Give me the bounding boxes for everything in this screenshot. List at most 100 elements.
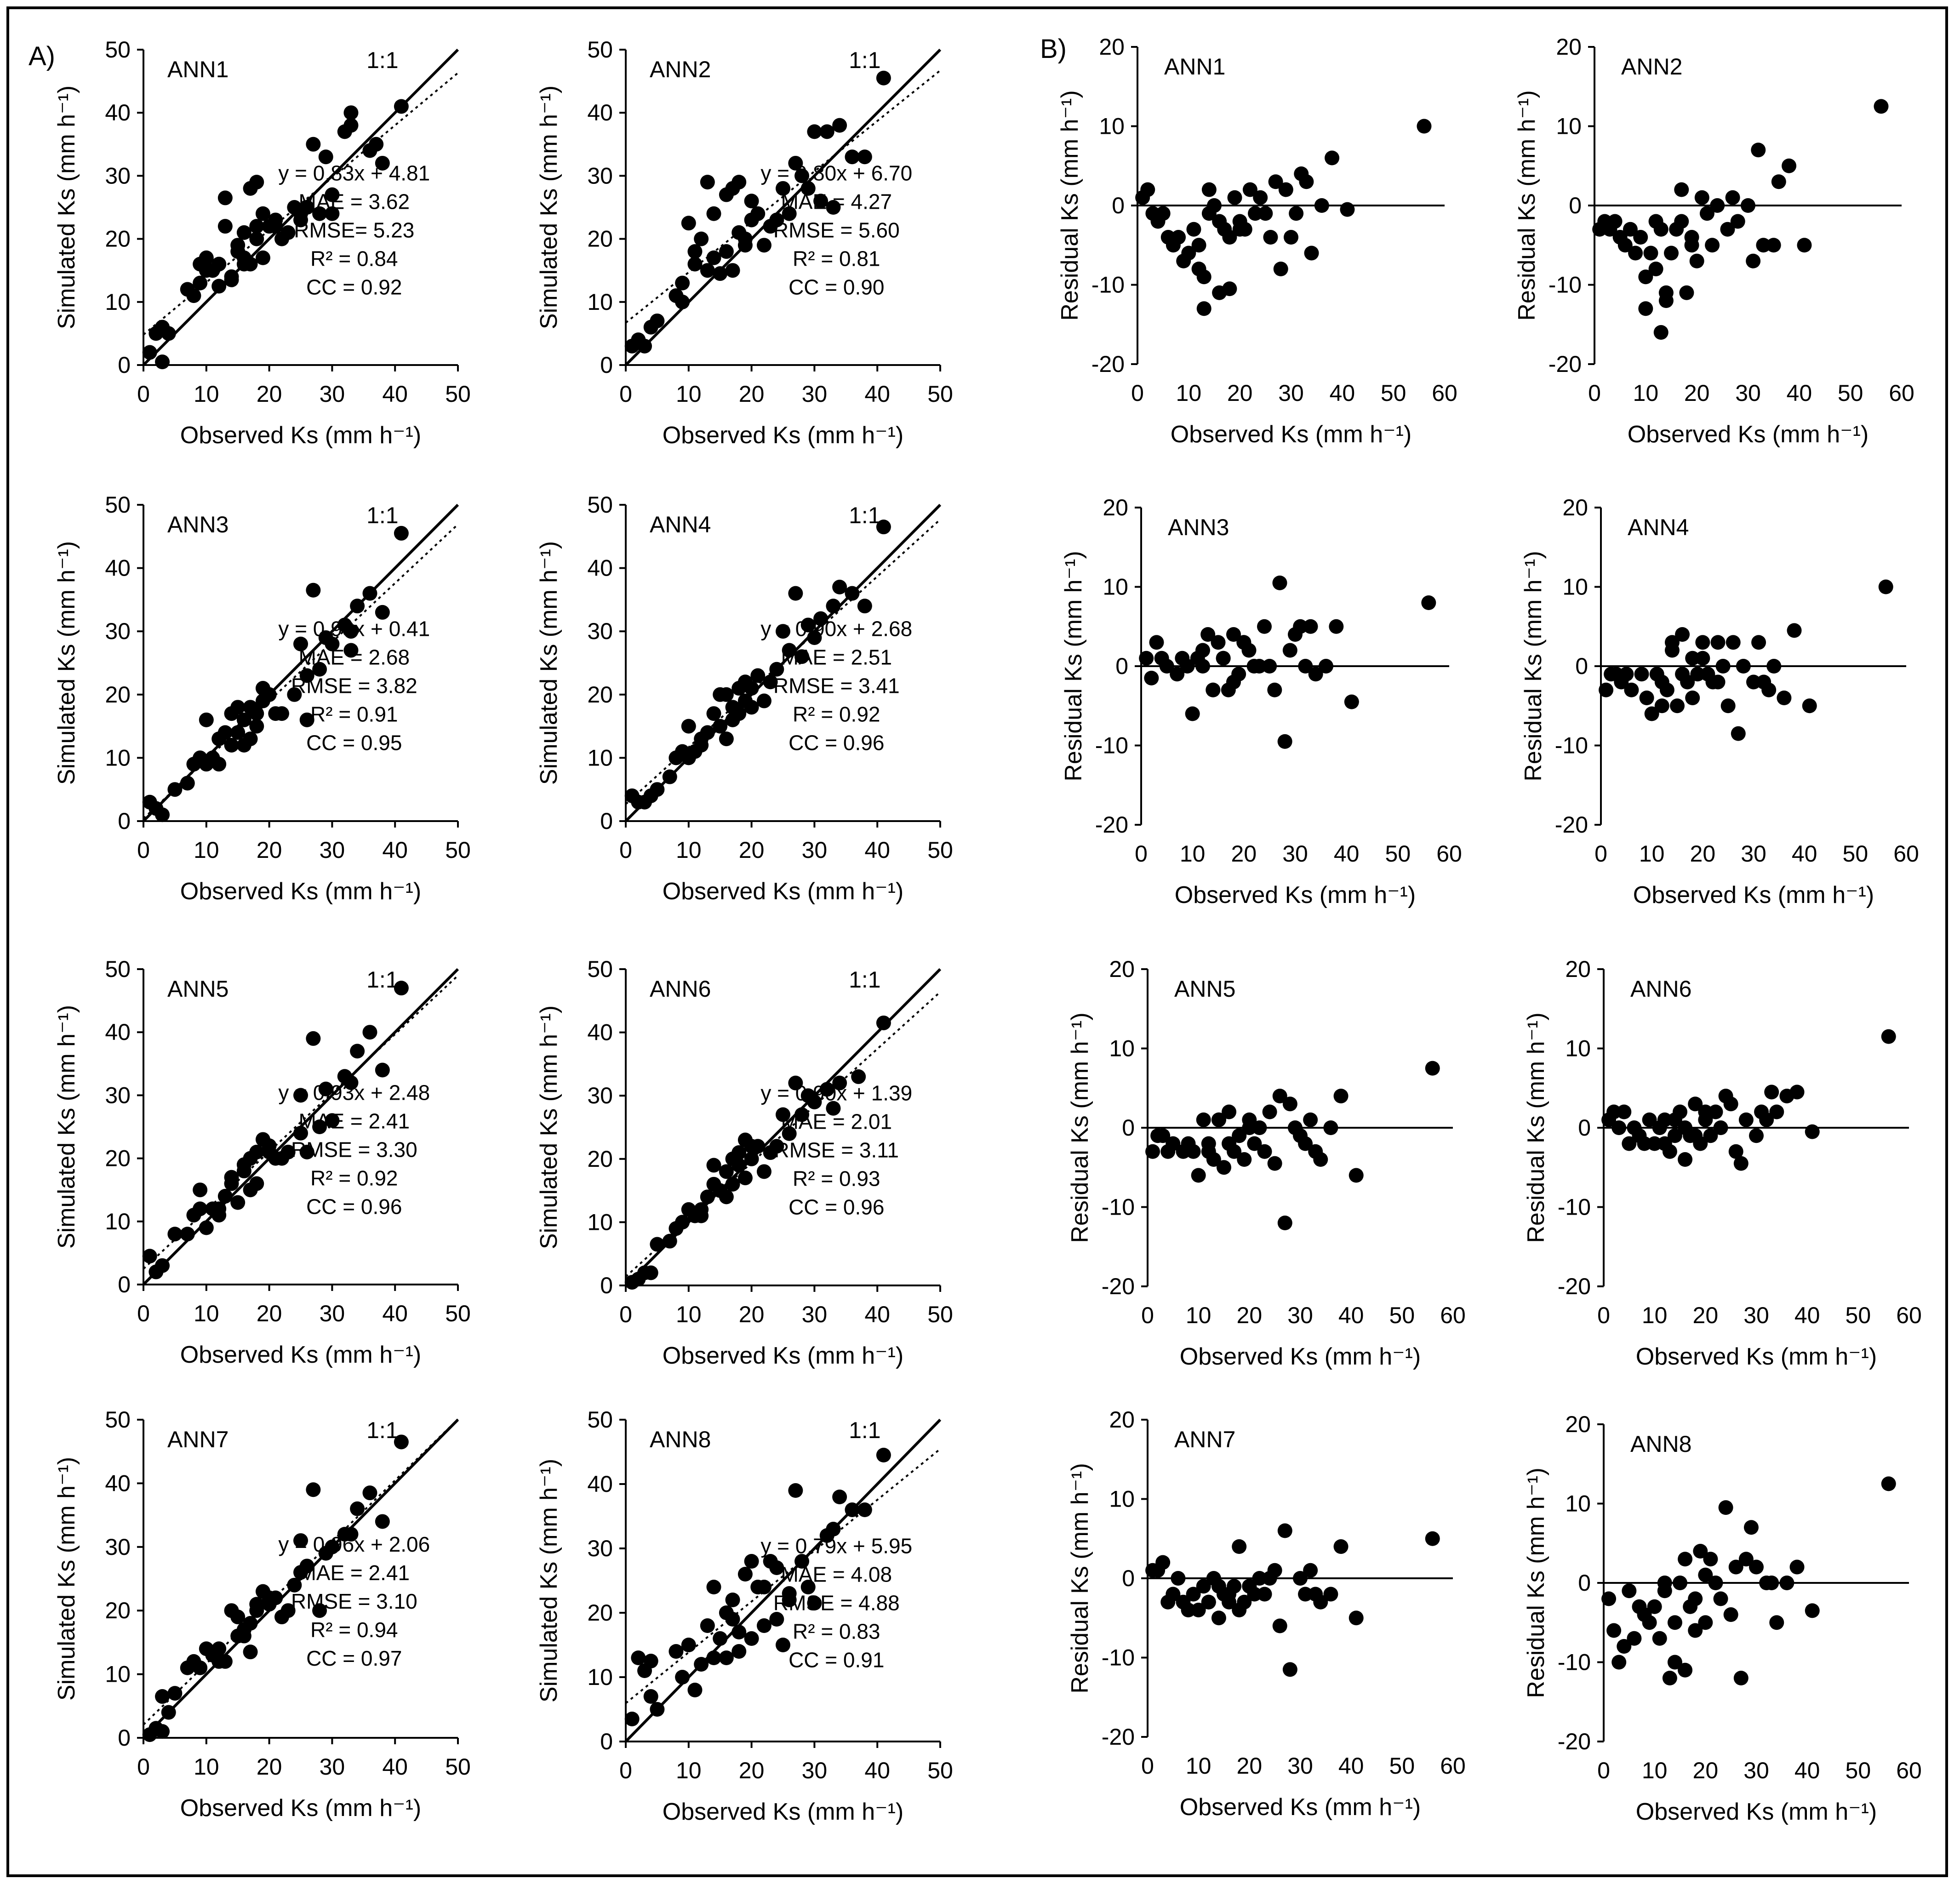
data-point — [293, 1088, 308, 1103]
data-point — [756, 693, 771, 708]
data-point — [700, 1189, 715, 1205]
data-point — [687, 244, 703, 259]
data-point — [1749, 1128, 1764, 1143]
y-tick-label: 20 — [587, 1146, 613, 1172]
data-point — [1678, 1152, 1693, 1167]
data-point — [1667, 1128, 1682, 1143]
y-tick-label: 20 — [105, 1598, 131, 1623]
data-point — [1222, 1587, 1237, 1602]
y-tick-label: 10 — [1099, 114, 1125, 139]
chart-b-ann6: -20 -10 0 10 20 0 10 20 30 40 50 60 Observed Ks (mm … — [1523, 956, 1922, 1370]
chart-title: ANN8 — [650, 1427, 711, 1452]
one-to-one-label: 1:1 — [366, 502, 399, 528]
data-point — [826, 1101, 841, 1116]
y-tick-label: 30 — [587, 1536, 613, 1561]
data-point — [650, 313, 665, 328]
x-tick-label: 10 — [1180, 841, 1206, 867]
regression-line — [143, 524, 459, 819]
data-point — [1761, 682, 1777, 697]
data-point — [1159, 659, 1174, 674]
data-point — [1257, 1587, 1272, 1602]
data-point — [274, 706, 289, 721]
data-point — [1642, 1615, 1657, 1630]
chart-b-ann7: -20 -10 0 10 20 0 10 20 30 40 50 60 Observed Ks (mm … — [1067, 1407, 1466, 1821]
data-point — [1720, 698, 1736, 714]
y-tick-label: 0 — [1575, 653, 1588, 679]
data-point — [1624, 682, 1639, 697]
data-point — [293, 1533, 308, 1548]
data-point — [1333, 1539, 1349, 1554]
data-point — [1733, 1671, 1749, 1685]
data-point — [876, 70, 891, 86]
data-point — [1617, 1104, 1632, 1119]
data-point — [1664, 643, 1680, 658]
data-point — [142, 1249, 157, 1264]
data-point — [1248, 206, 1263, 221]
y-axis-label: Simulated Ks (mm h⁻¹) — [536, 1005, 562, 1249]
one-to-one-label: 1:1 — [366, 967, 399, 993]
data-point — [1881, 1476, 1896, 1491]
y-tick-label: 50 — [105, 492, 131, 518]
x-tick-label: 0 — [1135, 841, 1148, 867]
data-point — [293, 1125, 308, 1141]
data-point — [1751, 635, 1766, 650]
data-point — [1425, 1531, 1440, 1546]
data-point — [1211, 1579, 1226, 1594]
data-point — [1222, 281, 1237, 297]
chart-title: ANN4 — [1628, 514, 1689, 540]
data-point — [876, 1448, 891, 1462]
data-point — [1698, 1567, 1713, 1582]
data-point — [826, 1522, 841, 1536]
y-tick-label: 50 — [587, 956, 613, 982]
chart-title: ANN8 — [1630, 1431, 1691, 1457]
data-point — [1738, 1552, 1754, 1567]
data-point — [161, 326, 176, 341]
x-tick-label: 30 — [320, 837, 345, 863]
data-point — [1779, 1576, 1794, 1590]
data-point — [1144, 670, 1159, 685]
data-point — [675, 294, 690, 309]
data-point — [249, 219, 264, 234]
data-point — [1227, 190, 1242, 205]
y-tick-label: 0 — [118, 1272, 131, 1297]
data-point — [1252, 1120, 1267, 1135]
data-point — [394, 981, 409, 996]
data-point — [800, 181, 816, 196]
data-point — [706, 1580, 721, 1594]
data-point — [725, 712, 740, 727]
data-point — [243, 1644, 258, 1660]
data-point — [763, 674, 778, 690]
data-point — [725, 1593, 740, 1607]
data-point — [325, 1113, 340, 1128]
data-point — [375, 1514, 390, 1529]
data-point — [631, 1650, 646, 1665]
data-point — [312, 1603, 327, 1618]
data-point — [1308, 667, 1323, 682]
stat-text: RMSE = 3.41 — [773, 674, 900, 698]
data-point — [1257, 1144, 1272, 1159]
y-tick-label: -20 — [1095, 812, 1128, 838]
y-tick-label: 10 — [587, 289, 613, 315]
data-point — [1293, 1571, 1308, 1586]
x-tick-label: 30 — [802, 381, 828, 407]
chart-a-ann7: 0 10 20 30 40 50 0 10 20 30 40 50 Observed Ks (mm h⁻… — [53, 1407, 471, 1821]
x-tick-label: 50 — [927, 1758, 953, 1783]
data-point — [375, 1062, 390, 1078]
data-point — [694, 1657, 709, 1672]
data-point — [1782, 158, 1797, 173]
data-point — [675, 1215, 690, 1230]
y-tick-label: 0 — [118, 352, 131, 378]
x-tick-label: 30 — [1278, 380, 1304, 406]
y-tick-label: -10 — [1549, 272, 1582, 298]
y-axis-label: Residual Ks (mm h⁻¹) — [1514, 90, 1540, 320]
data-point — [1674, 214, 1689, 229]
data-point — [763, 219, 778, 234]
data-point — [199, 712, 214, 727]
data-point — [650, 1237, 665, 1252]
stat-text: R² = 0.83 — [793, 1620, 880, 1644]
y-tick-label: 40 — [105, 100, 131, 126]
x-tick-label: 20 — [1690, 841, 1716, 867]
x-tick-label: 40 — [864, 837, 890, 863]
chart-title: ANN6 — [650, 976, 711, 1002]
y-tick-label: 30 — [587, 163, 613, 188]
